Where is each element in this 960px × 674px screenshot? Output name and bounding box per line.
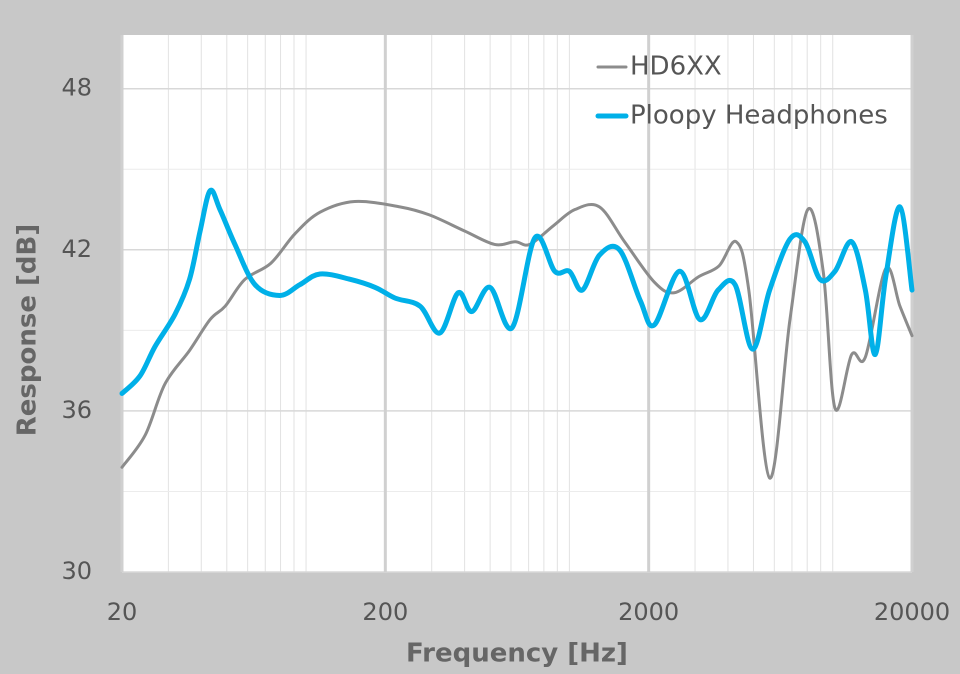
y-tick-label: 42 xyxy=(61,235,92,263)
legend-label: Ploopy Headphones xyxy=(630,101,888,131)
y-tick-label: 48 xyxy=(61,74,92,102)
x-tick-label: 20 xyxy=(107,598,138,626)
x-axis-title: Frequency [Hz] xyxy=(406,639,628,669)
x-tick-label: 2000 xyxy=(618,598,679,626)
line-series xyxy=(119,187,915,396)
y-axis-title: Response [dB] xyxy=(13,224,43,436)
x-tick-label: 200 xyxy=(362,598,408,626)
y-tick-label: 30 xyxy=(61,557,92,585)
line-series xyxy=(120,199,914,480)
legend-label: HD6XX xyxy=(630,52,722,82)
y-tick-label: 36 xyxy=(61,396,92,424)
x-tick-label: 20000 xyxy=(874,598,950,626)
